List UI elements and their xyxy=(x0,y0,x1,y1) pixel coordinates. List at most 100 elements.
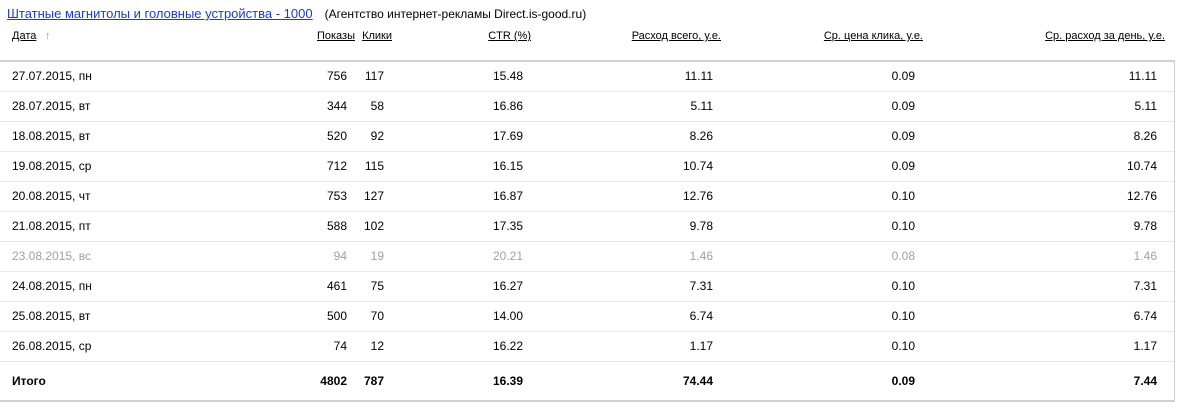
cell-ctr: 16.86 xyxy=(492,99,523,113)
column-header-4[interactable]: Расход всего, у.е. xyxy=(631,30,721,42)
cell-impressions: 712 xyxy=(326,159,347,173)
cell-avg-daily: 1.46 xyxy=(1133,249,1157,263)
cell-clicks: 19 xyxy=(370,249,384,263)
table-row: 18.08.2015, вт 520 92 17.69 8.26 0.09 8.26 xyxy=(0,122,1174,152)
cell-avg-cpc: 0.09 xyxy=(891,129,915,143)
cell-spend: 74.44 xyxy=(682,374,713,388)
cell-date: 19.08.2015, ср xyxy=(12,159,92,173)
cell-impressions: 461 xyxy=(326,279,347,293)
cell-impressions: 588 xyxy=(326,219,347,233)
cell-clicks: 92 xyxy=(370,129,384,143)
campaign-link[interactable]: Штатные магнитолы и головные устройства … xyxy=(7,6,313,21)
cell-clicks: 117 xyxy=(364,69,384,83)
cell-clicks: 115 xyxy=(364,159,384,173)
cell-avg-cpc: 0.10 xyxy=(891,189,915,203)
cell-impressions: 344 xyxy=(326,99,347,113)
column-header-3[interactable]: CTR (%) xyxy=(488,30,531,42)
cell-avg-daily: 5.11 xyxy=(1134,99,1157,113)
cell-impressions: 753 xyxy=(326,189,347,203)
cell-clicks: 58 xyxy=(370,99,384,113)
cell-date: 28.07.2015, вт xyxy=(12,99,91,113)
cell-clicks: 12 xyxy=(370,339,384,353)
cell-avg-daily: 11.11 xyxy=(1128,69,1157,83)
cell-spend: 1.17 xyxy=(689,339,713,353)
cell-ctr: 16.39 xyxy=(492,374,523,388)
cell-date: Итого xyxy=(12,374,46,388)
table-row: 19.08.2015, ср 712 115 16.15 10.74 0.09 10.74 xyxy=(0,152,1174,182)
table-row: 24.08.2015, пн 461 75 16.27 7.31 0.10 7.31 xyxy=(0,272,1174,302)
cell-date: 23.08.2015, вс xyxy=(12,249,91,263)
report-title: Штатные магнитолы и головные устройства … xyxy=(7,6,586,21)
table-row: 20.08.2015, чт 753 127 16.87 12.76 0.10 12.76 xyxy=(0,182,1174,212)
arrow-up-icon: ↑ xyxy=(45,30,51,42)
total-row: Итого 4802 787 16.39 74.44 0.09 7.44 xyxy=(0,362,1174,400)
stats-table: 27.07.2015, пн 756 117 15.48 11.11 0.09 11.11 2… xyxy=(0,60,1175,402)
table-row: 23.08.2015, вс 94 19 20.21 1.46 0.08 1.46 xyxy=(0,242,1174,272)
cell-avg-daily: 7.44 xyxy=(1133,374,1157,388)
cell-clicks: 102 xyxy=(363,219,384,233)
column-header-0[interactable]: Дата xyxy=(12,30,37,42)
cell-avg-cpc: 0.09 xyxy=(891,374,915,388)
cell-date: 24.08.2015, пн xyxy=(12,279,92,293)
cell-avg-cpc: 0.09 xyxy=(891,69,915,83)
cell-ctr: 16.27 xyxy=(492,279,523,293)
cell-ctr: 16.15 xyxy=(492,159,523,173)
cell-clicks: 75 xyxy=(370,279,384,293)
cell-ctr: 17.35 xyxy=(492,219,523,233)
cell-date: 25.08.2015, вт xyxy=(12,309,91,323)
cell-date: 21.08.2015, пт xyxy=(12,219,91,233)
cell-avg-daily: 7.31 xyxy=(1133,279,1157,293)
cell-avg-daily: 1.17 xyxy=(1133,339,1157,353)
cell-impressions: 756 xyxy=(326,69,347,83)
cell-spend: 12.76 xyxy=(682,189,713,203)
cell-clicks: 787 xyxy=(363,374,384,388)
cell-date: 26.08.2015, ср xyxy=(12,339,92,353)
cell-spend: 7.31 xyxy=(689,279,713,293)
cell-avg-cpc: 0.08 xyxy=(891,249,915,263)
cell-ctr: 15.48 xyxy=(492,69,523,83)
column-header-1[interactable]: Показы xyxy=(316,30,355,42)
agency-label: (Агентство интернет-рекламы Direct.is-go… xyxy=(324,7,587,21)
cell-date: 27.07.2015, пн xyxy=(12,69,92,83)
cell-clicks: 127 xyxy=(363,189,384,203)
cell-avg-daily: 8.26 xyxy=(1133,129,1157,143)
cell-impressions: 74 xyxy=(333,339,347,353)
cell-date: 18.08.2015, вт xyxy=(12,129,91,143)
cell-spend: 5.11 xyxy=(690,99,713,113)
cell-avg-daily: 10.74 xyxy=(1126,159,1157,173)
cell-date: 20.08.2015, чт xyxy=(12,189,91,203)
cell-spend: 9.78 xyxy=(689,219,713,233)
cell-avg-daily: 9.78 xyxy=(1133,219,1157,233)
cell-ctr: 16.22 xyxy=(492,339,523,353)
cell-avg-cpc: 0.09 xyxy=(891,159,915,173)
cell-ctr: 14.00 xyxy=(492,309,523,323)
cell-impressions: 94 xyxy=(333,249,347,263)
table-row: 27.07.2015, пн 756 117 15.48 11.11 0.09 11.11 xyxy=(0,62,1174,92)
table-row: 21.08.2015, пт 588 102 17.35 9.78 0.10 9.78 xyxy=(0,212,1174,242)
column-header-2[interactable]: Клики xyxy=(362,30,392,42)
cell-avg-daily: 12.76 xyxy=(1126,189,1157,203)
cell-impressions: 500 xyxy=(326,309,347,323)
table-row: 25.08.2015, вт 500 70 14.00 6.74 0.10 6.74 xyxy=(0,302,1174,332)
cell-spend: 10.74 xyxy=(682,159,713,173)
cell-avg-cpc: 0.10 xyxy=(891,279,915,293)
cell-spend: 1.46 xyxy=(689,249,713,263)
table-row: 28.07.2015, вт 344 58 16.86 5.11 0.09 5.11 xyxy=(0,92,1174,122)
cell-avg-cpc: 0.10 xyxy=(891,339,915,353)
cell-avg-cpc: 0.09 xyxy=(891,99,915,113)
cell-spend: 6.74 xyxy=(689,309,713,323)
cell-ctr: 20.21 xyxy=(492,249,523,263)
cell-impressions: 520 xyxy=(326,129,347,143)
cell-clicks: 70 xyxy=(370,309,384,323)
column-header-6[interactable]: Ср. расход за день, у.е. xyxy=(1045,30,1165,42)
cell-spend: 11.11 xyxy=(684,69,713,83)
cell-avg-cpc: 0.10 xyxy=(891,309,915,323)
cell-ctr: 16.87 xyxy=(492,189,523,203)
cell-avg-cpc: 0.10 xyxy=(891,219,915,233)
cell-impressions: 4802 xyxy=(320,374,347,388)
cell-spend: 8.26 xyxy=(689,129,713,143)
cell-ctr: 17.69 xyxy=(492,129,523,143)
cell-avg-daily: 6.74 xyxy=(1133,309,1157,323)
column-header-5[interactable]: Ср. цена клика, у.е. xyxy=(823,30,923,42)
table-row: 26.08.2015, ср 74 12 16.22 1.17 0.10 1.17 xyxy=(0,332,1174,362)
